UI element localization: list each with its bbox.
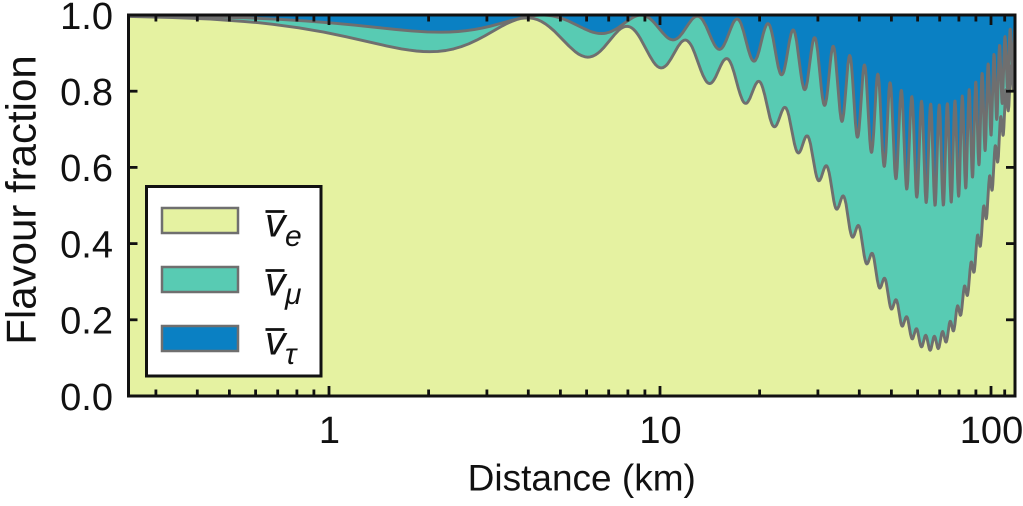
svg-text:e: e xyxy=(285,220,302,253)
svg-text:0.8: 0.8 xyxy=(60,72,113,114)
svg-text:Distance (km): Distance (km) xyxy=(468,458,696,499)
svg-text:0.4: 0.4 xyxy=(60,224,113,266)
svg-text:μ: μ xyxy=(284,278,301,311)
svg-text:1: 1 xyxy=(319,410,340,452)
svg-text:τ: τ xyxy=(285,338,298,371)
svg-text:100: 100 xyxy=(960,410,1023,452)
svg-text:10: 10 xyxy=(639,410,681,452)
svg-text:0.0: 0.0 xyxy=(60,377,113,419)
svg-text:Flavour fraction: Flavour fraction xyxy=(0,55,45,344)
svg-text:0.6: 0.6 xyxy=(60,148,113,190)
svg-text:1.0: 1.0 xyxy=(60,0,113,38)
svg-text:0.2: 0.2 xyxy=(60,301,113,343)
